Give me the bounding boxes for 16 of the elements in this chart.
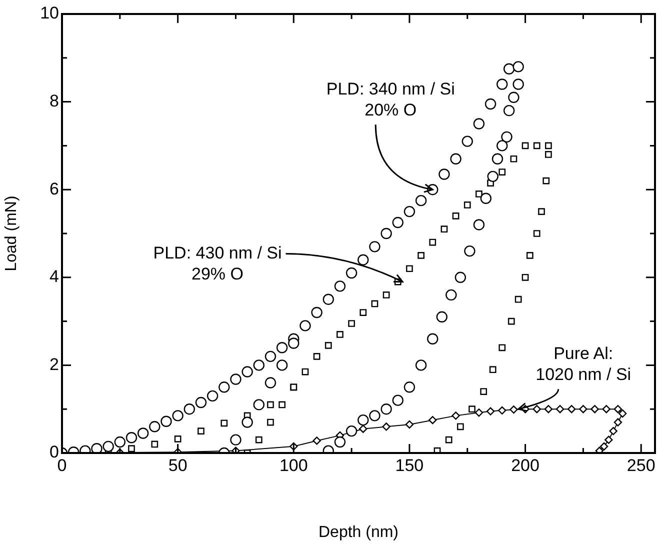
y-tick-label: 2 xyxy=(50,354,59,374)
annotation: PLD: 340 nm / Si 20% O xyxy=(326,79,455,120)
x-tick-label: 50 xyxy=(168,456,188,475)
x-tick-label: 250 xyxy=(626,456,656,475)
y-axis-title: Load (mN) xyxy=(3,196,20,272)
annotation: PLD: 430 nm / Si 29% O xyxy=(153,243,282,284)
y-tick-label: 0 xyxy=(50,442,59,462)
y-tick-label: 6 xyxy=(50,179,59,198)
y-tick-label: 10 xyxy=(40,4,59,23)
y-tick-label: 4 xyxy=(50,267,59,286)
x-tick-label: 100 xyxy=(279,456,308,475)
x-tick-label: 200 xyxy=(511,456,540,475)
annotation: Pure Al: 1020 nm / Si xyxy=(536,344,632,384)
y-tick-label: 8 xyxy=(50,91,59,110)
x-axis-title: Depth (nm) xyxy=(318,524,399,541)
x-tick-label: 150 xyxy=(395,456,424,475)
